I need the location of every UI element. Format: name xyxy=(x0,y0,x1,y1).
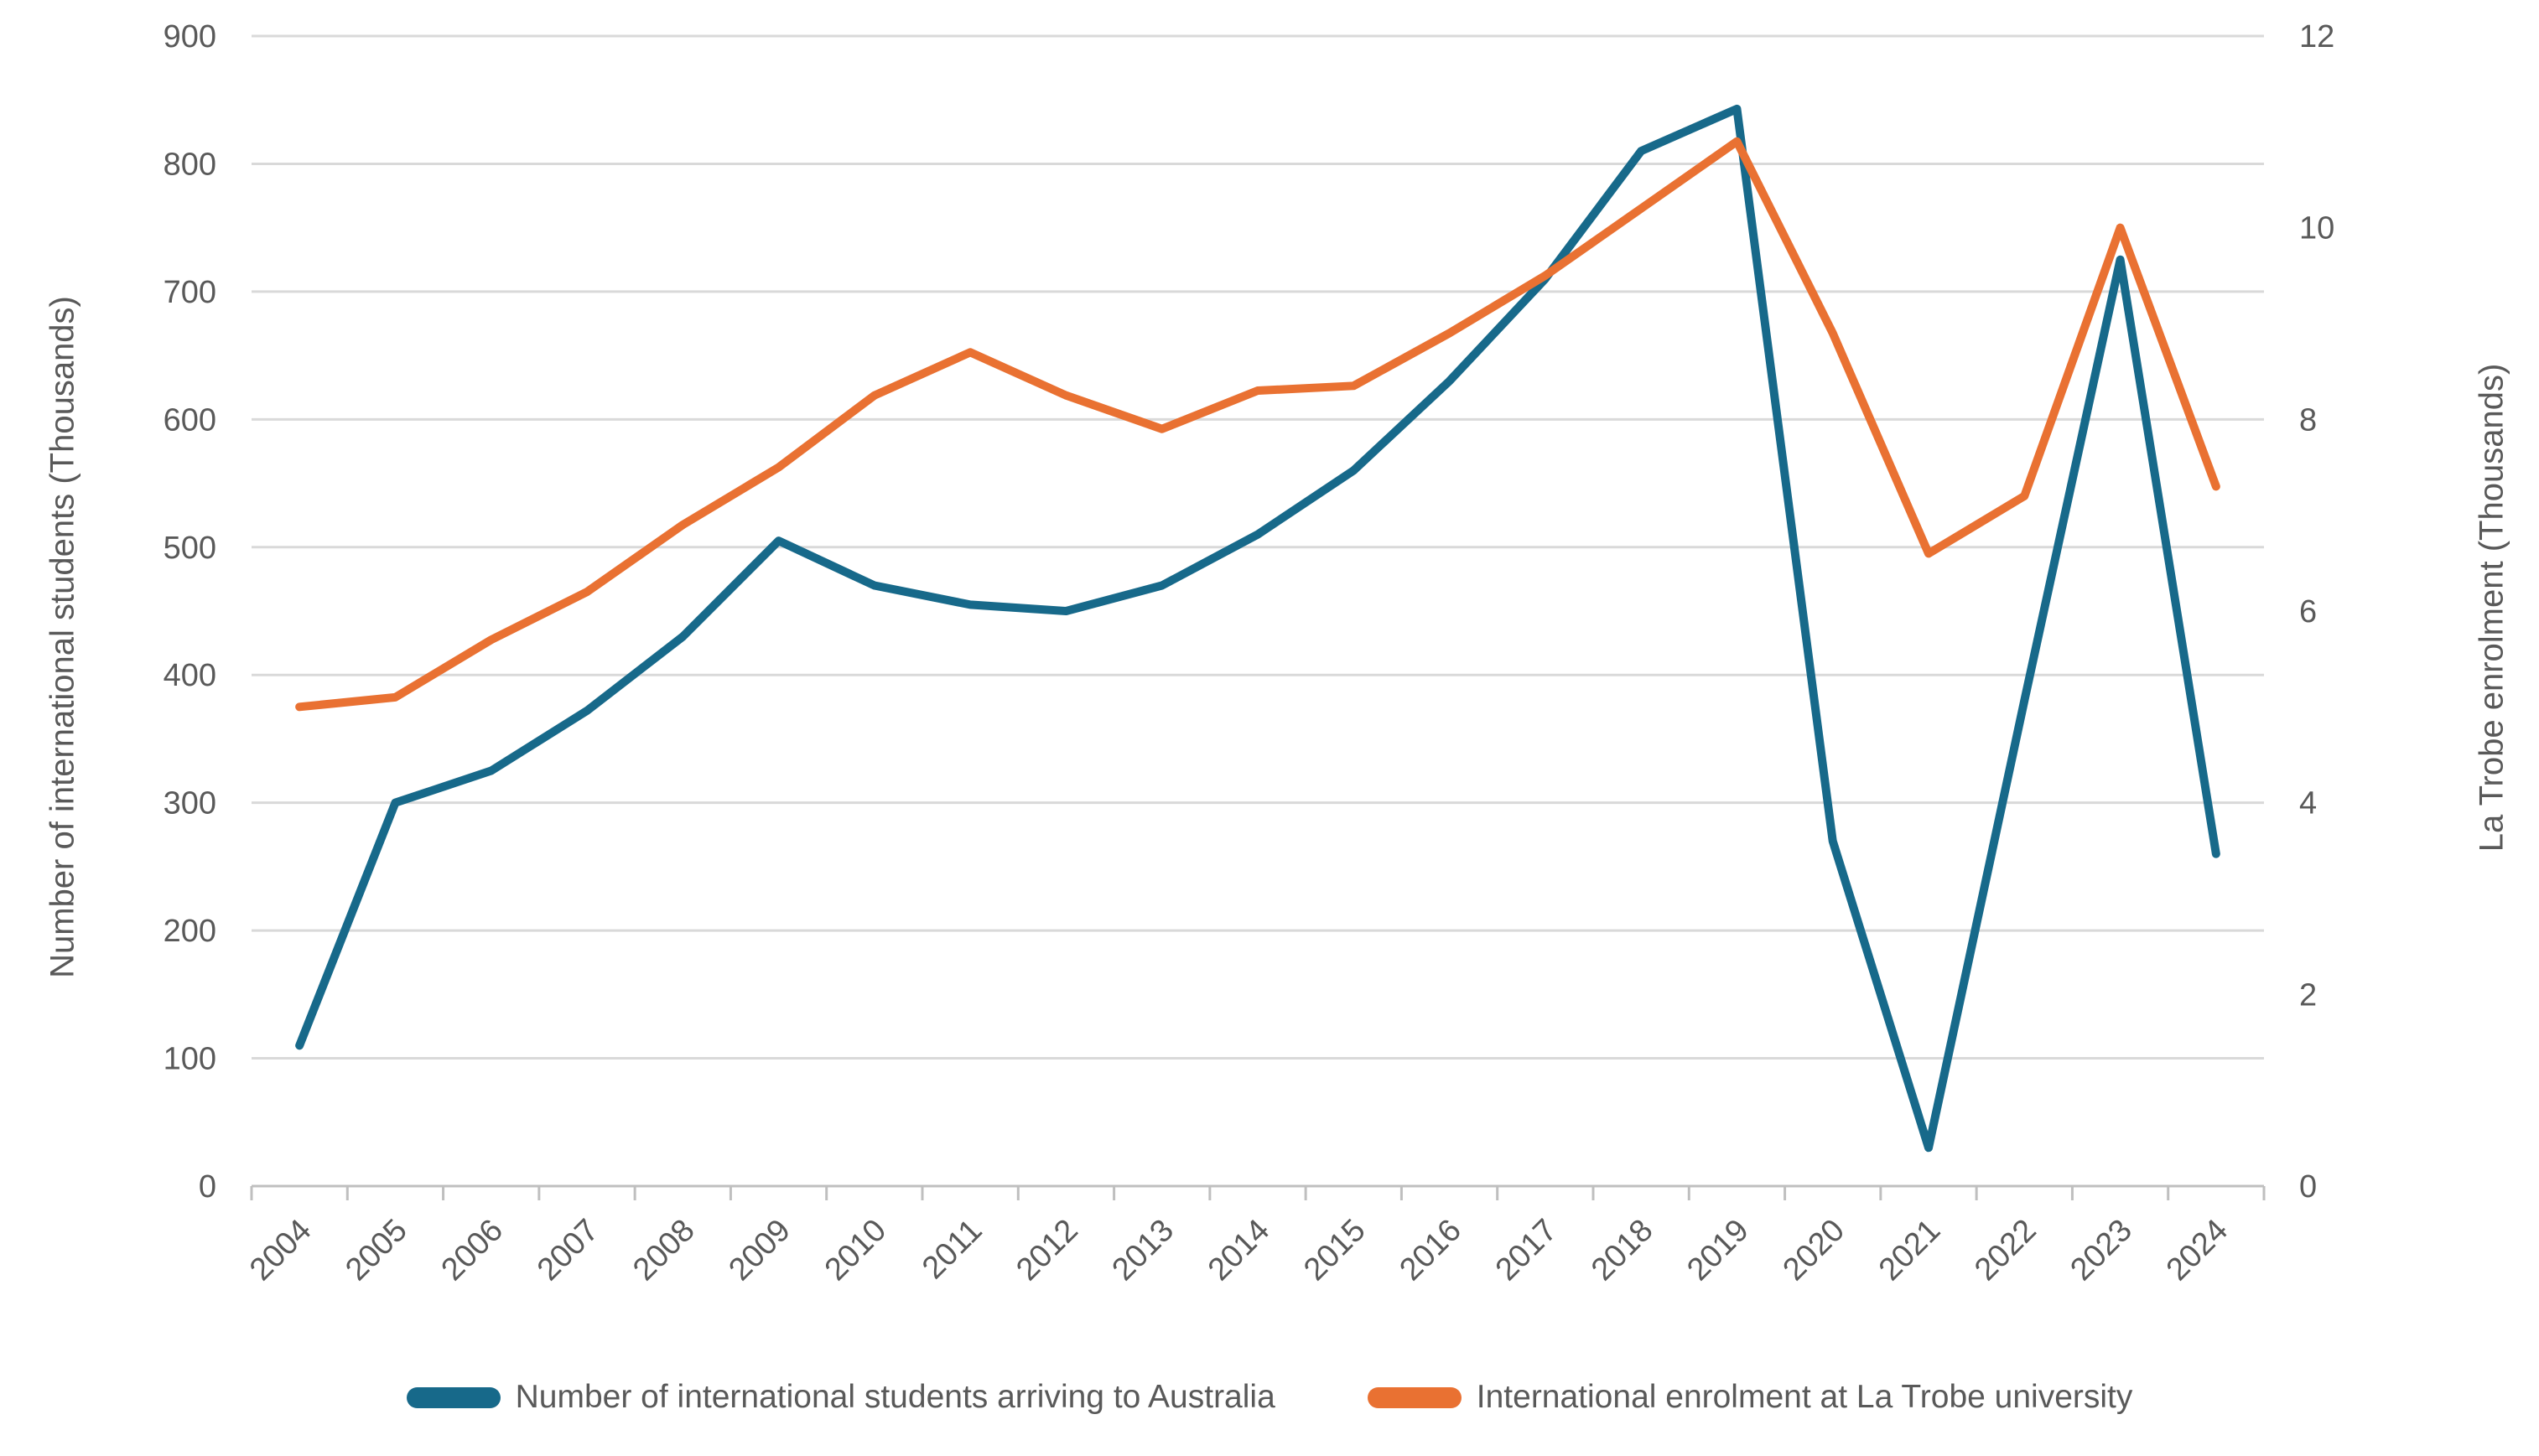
y-right-tick-label: 0 xyxy=(2299,1169,2317,1205)
y-right-tick-label: 8 xyxy=(2299,402,2317,438)
x-tick-label: 2016 xyxy=(1393,1213,1467,1288)
y-left-tick-label: 400 xyxy=(164,658,216,693)
x-tick-label: 2011 xyxy=(916,1213,989,1286)
legend-item-latrobe-enrolment: International enrolment at La Trobe univ… xyxy=(1367,1379,2133,1416)
x-tick-label: 2020 xyxy=(1777,1213,1851,1288)
y-right-tick-label: 2 xyxy=(2299,977,2317,1013)
x-tick-label: 2022 xyxy=(1968,1213,2043,1288)
x-tick-label: 2018 xyxy=(1585,1213,1659,1288)
legend-line-swatch-icon xyxy=(1367,1386,1462,1408)
y-right-tick-label: 6 xyxy=(2299,594,2317,630)
legend-label: International enrolment at La Trobe univ… xyxy=(1476,1379,2133,1415)
x-tick-label: 2006 xyxy=(435,1213,510,1288)
legend: Number of international students arrivin… xyxy=(0,1379,2539,1416)
y-left-tick-label: 900 xyxy=(164,19,216,54)
x-tick-label: 2021 xyxy=(1872,1213,1947,1288)
y-left-tick-label: 200 xyxy=(164,914,216,949)
series-line-1 xyxy=(295,137,2220,712)
x-tick-label: 2004 xyxy=(243,1213,318,1288)
y-right-tick-label: 10 xyxy=(2299,211,2334,246)
x-tick-label: 2005 xyxy=(339,1213,413,1288)
legend-label: Number of international students arrivin… xyxy=(515,1379,1275,1415)
y-left-tick-label: 0 xyxy=(199,1169,216,1205)
x-tick-label: 2015 xyxy=(1297,1213,1372,1288)
right-axis-title: La Trobe enrolment (Thousands) xyxy=(2473,363,2510,852)
y-left-tick-label: 800 xyxy=(164,147,216,182)
y-left-tick-label: 500 xyxy=(164,531,216,566)
y-left-tick-label: 700 xyxy=(164,275,216,310)
x-tick-label: 2014 xyxy=(1202,1213,1276,1288)
y-right-tick-label: 4 xyxy=(2299,786,2317,821)
y-left-tick-label: 600 xyxy=(164,402,216,438)
legend-item-australia-arrivals: Number of international students arrivin… xyxy=(406,1379,1275,1416)
series-line-0 xyxy=(295,104,2220,1153)
y-left-tick-label: 300 xyxy=(164,786,216,821)
x-tick-label: 2008 xyxy=(626,1213,701,1288)
x-tick-label: 2012 xyxy=(1010,1213,1084,1288)
x-tick-label: 2009 xyxy=(722,1213,797,1288)
x-tick-label: 2019 xyxy=(1680,1213,1755,1288)
left-axis-title: Number of international students (Thousa… xyxy=(44,296,81,978)
x-tick-label: 2017 xyxy=(1489,1213,1564,1288)
x-tick-label: 2013 xyxy=(1106,1213,1181,1288)
x-tick-label: 2010 xyxy=(818,1213,893,1288)
x-tick-label: 2024 xyxy=(2160,1213,2235,1288)
legend-line-swatch-icon xyxy=(406,1386,501,1408)
y-right-tick-label: 12 xyxy=(2299,19,2334,54)
x-tick-label: 2007 xyxy=(531,1213,605,1288)
x-tick-label: 2023 xyxy=(2064,1213,2138,1288)
y-left-tick-label: 100 xyxy=(164,1042,216,1077)
